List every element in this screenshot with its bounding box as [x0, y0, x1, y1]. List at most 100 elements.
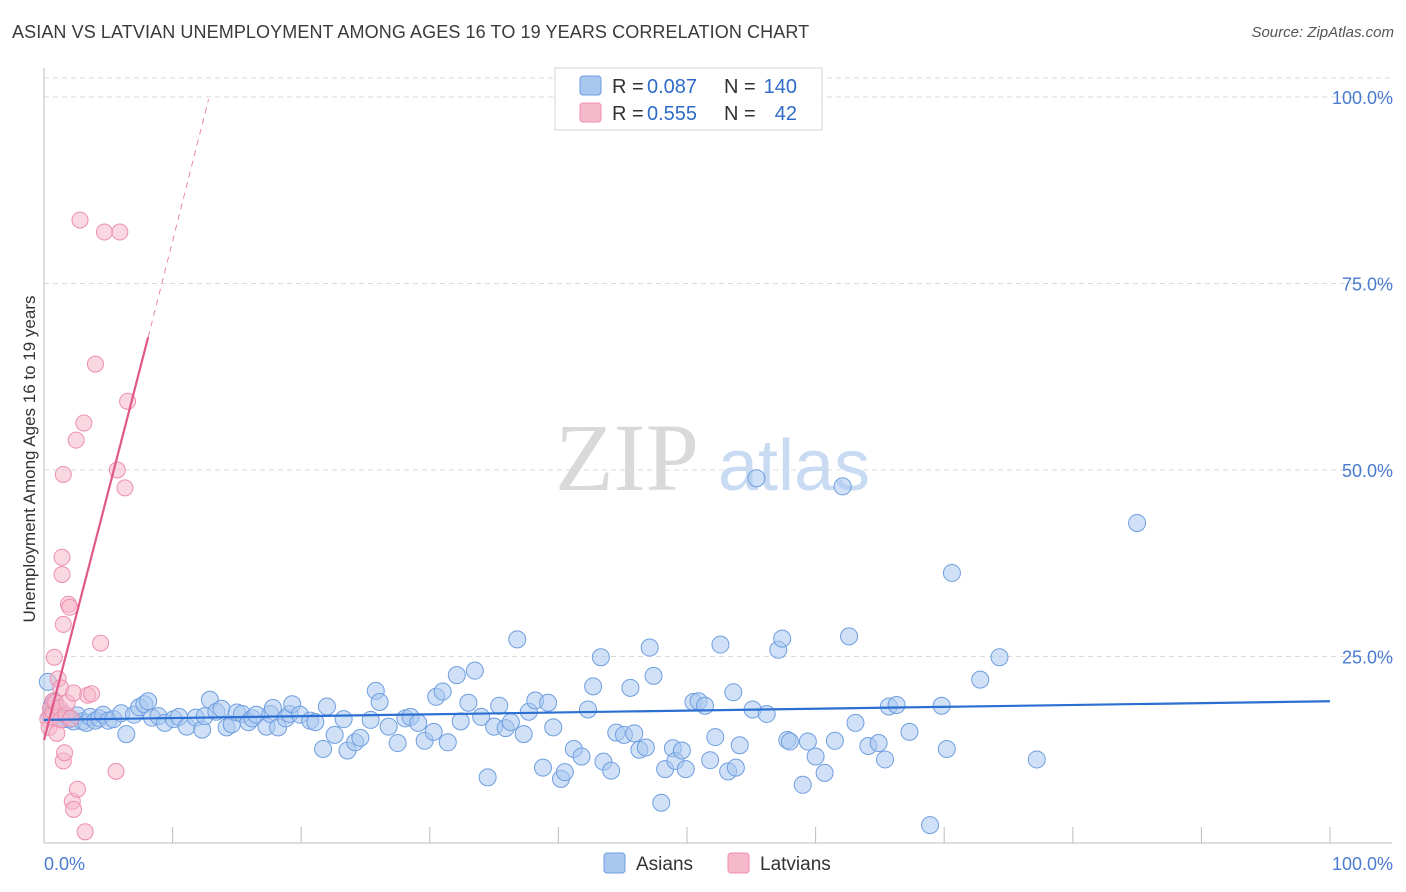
- y-axis-label: Unemployment Among Ages 16 to 19 years: [20, 296, 39, 623]
- x-tick-label-min: 0.0%: [44, 854, 85, 874]
- asian-point: [706, 728, 725, 747]
- asian-point: [644, 666, 663, 685]
- asian-point: [447, 666, 466, 685]
- legend-n-value-asians: 140: [764, 76, 797, 98]
- asian-point: [351, 728, 370, 747]
- latvian-point: [92, 634, 110, 652]
- asian-point: [793, 775, 812, 794]
- asian-point: [501, 713, 520, 732]
- asian-point: [887, 695, 906, 714]
- asian-point: [139, 692, 158, 711]
- asian-point: [825, 731, 844, 750]
- trend-line-latvians: [42, 336, 150, 741]
- tick-labels: 25.0% 50.0% 75.0% 100.0% 0.0% 100.0%: [44, 88, 1393, 874]
- asian-point: [726, 758, 745, 777]
- asian-point: [508, 630, 527, 649]
- asian-point: [971, 670, 990, 689]
- source-label: Source: ZipAtlas.com: [1251, 24, 1394, 41]
- bottom-legend-swatch-asians: [603, 852, 626, 874]
- asian-point: [370, 693, 389, 712]
- latvian-point: [65, 684, 83, 702]
- asian-point: [990, 648, 1009, 667]
- asian-point: [572, 747, 591, 766]
- asian-point: [379, 717, 398, 736]
- asian-point: [306, 713, 325, 732]
- bottom-legend-label-asians: Asians: [636, 854, 693, 875]
- asian-point: [539, 693, 558, 712]
- series-latvians: [39, 211, 137, 841]
- asian-point: [780, 732, 799, 751]
- asian-point: [433, 682, 452, 701]
- latvian-point: [76, 823, 94, 841]
- latvian-point: [45, 648, 63, 666]
- asian-point: [451, 712, 470, 731]
- latvian-point: [107, 762, 125, 780]
- latvian-point: [61, 598, 79, 616]
- asian-point: [636, 738, 655, 757]
- latvian-point: [95, 223, 113, 241]
- asian-point: [1027, 750, 1046, 769]
- asian-point: [701, 751, 720, 770]
- asian-point: [555, 763, 574, 782]
- y-tick-label: 25.0%: [1342, 648, 1393, 668]
- asian-point: [652, 793, 671, 812]
- latvian-point: [83, 685, 101, 703]
- asian-point: [409, 713, 428, 732]
- trend-line-latvians-extension: [147, 99, 210, 338]
- series-asians: [38, 469, 1147, 835]
- y-tick-label: 100.0%: [1332, 88, 1393, 108]
- x-tick-label-max: 100.0%: [1332, 854, 1393, 874]
- chart-title: ASIAN VS LATVIAN UNEMPLOYMENT AMONG AGES…: [12, 22, 810, 42]
- asian-point: [730, 736, 749, 755]
- legend-r-label-asians: R =: [612, 76, 644, 98]
- latvian-point: [67, 431, 85, 449]
- legend-swatch-asians: [579, 75, 602, 96]
- y-tick-label: 50.0%: [1342, 461, 1393, 481]
- asian-point: [212, 699, 231, 718]
- asian-point: [711, 635, 730, 654]
- asian-point: [840, 627, 859, 646]
- latvian-point: [54, 615, 72, 633]
- asian-point: [459, 693, 478, 712]
- bottom-legend-label-latvians: Latvians: [760, 854, 831, 875]
- asian-point: [846, 713, 865, 732]
- asian-point: [314, 740, 333, 759]
- asian-point: [117, 725, 136, 744]
- latvian-point: [116, 479, 134, 497]
- asian-point: [640, 638, 659, 657]
- asian-point: [478, 768, 497, 787]
- axes: [43, 68, 1392, 844]
- trend-lines: [42, 99, 1331, 741]
- asian-point: [921, 816, 940, 835]
- legend-n-value-latvians: 42: [775, 103, 797, 125]
- legend: R = 0.087 N = 140 R = 0.555 N = 42: [554, 67, 823, 131]
- asian-point: [465, 661, 484, 680]
- asian-point: [334, 710, 353, 729]
- asian-point: [696, 696, 715, 715]
- asian-point: [388, 734, 407, 753]
- latvian-point: [111, 223, 129, 241]
- asian-point: [544, 718, 563, 737]
- asian-point: [806, 747, 825, 766]
- asian-point: [672, 741, 691, 760]
- asian-point: [876, 750, 895, 769]
- asian-point: [438, 733, 457, 752]
- asian-point: [533, 758, 552, 777]
- asian-point: [815, 763, 834, 782]
- asian-point: [591, 648, 610, 667]
- asian-point: [773, 629, 792, 648]
- legend-r-label-latvians: R =: [612, 103, 644, 125]
- asian-point: [621, 678, 640, 697]
- grid-lines: [44, 77, 1392, 657]
- asian-point: [900, 722, 919, 741]
- asian-point: [584, 677, 603, 696]
- asian-point: [514, 725, 533, 744]
- asian-point: [361, 710, 380, 729]
- asian-point: [317, 697, 336, 716]
- asian-point: [424, 722, 443, 741]
- asian-point: [833, 477, 852, 496]
- asian-point: [937, 740, 956, 759]
- trend-line-asians: [43, 700, 1331, 722]
- asian-point: [325, 725, 344, 744]
